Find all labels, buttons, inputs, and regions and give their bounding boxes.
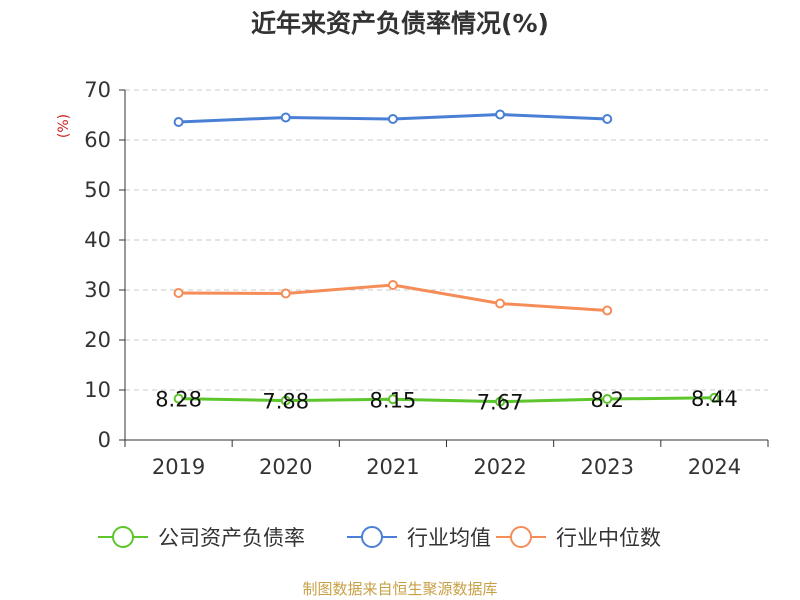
data-point	[709, 392, 720, 403]
data-point	[602, 394, 613, 404]
grid-lines	[125, 89, 768, 391]
data-label: 7.67	[477, 391, 524, 415]
data-point	[495, 396, 506, 407]
x-tick-label: 2019	[152, 455, 205, 479]
x-tick-label: 2022	[473, 455, 526, 479]
x-tick-label: 2024	[688, 455, 741, 479]
y-tick-label: 70	[84, 78, 111, 102]
legend-item[interactable]: 公司资产负债率	[98, 526, 305, 550]
data-point	[387, 280, 398, 290]
data-point	[495, 109, 506, 120]
legend: 公司资产负债率 行业均值 行业中位数	[98, 526, 661, 550]
x-tick-label: 2021	[366, 455, 419, 479]
series-lines	[173, 109, 720, 407]
y-tick-label: 0	[98, 428, 111, 452]
y-tick-label: 60	[84, 128, 111, 152]
data-point	[602, 305, 613, 316]
legend-marker	[510, 526, 532, 548]
data-point	[280, 288, 291, 299]
y-tick-label: 20	[84, 328, 111, 352]
legend-label: 行业均值	[407, 526, 491, 550]
data-source-note: 制图数据来自恒生聚源数据库	[302, 580, 498, 598]
legend-marker	[112, 526, 134, 548]
data-label: 8.15	[370, 388, 417, 412]
data-point	[387, 394, 398, 405]
data-point	[495, 298, 506, 309]
y-tick-label: 30	[84, 278, 111, 302]
data-label: 8.44	[691, 387, 738, 411]
chart-title: 近年来资产负债率情况(%)	[251, 9, 549, 38]
data-point	[173, 117, 184, 127]
data-point	[602, 114, 613, 124]
legend-item[interactable]: 行业中位数	[496, 526, 661, 550]
x-tick-label: 2020	[259, 455, 312, 479]
legend-marker	[361, 526, 383, 548]
x-tick-label: 2023	[581, 455, 634, 479]
data-point	[173, 288, 184, 298]
data-label: 8.2	[591, 388, 624, 412]
data-point	[280, 112, 291, 123]
y-tick-label: 50	[84, 178, 111, 202]
axes: 0 10 20 30 40 50 60 70 2019 2020 2021 2022 2023 2024	[84, 78, 769, 479]
data-point	[173, 393, 184, 404]
data-point	[387, 114, 398, 124]
data-point	[280, 395, 291, 406]
data-labels: 8.28 7.88 8.15 7.67 8.2 8.44	[155, 387, 738, 415]
series-line	[178, 396, 715, 404]
y-axis-unit: (%)	[56, 114, 72, 138]
legend-label: 行业中位数	[556, 526, 661, 550]
legend-item[interactable]: 行业均值	[347, 526, 491, 550]
data-label: 7.88	[262, 390, 309, 414]
y-tick-label: 40	[84, 228, 111, 252]
data-label: 8.28	[155, 388, 202, 412]
y-tick-label: 10	[84, 378, 111, 402]
legend-label: 公司资产负债率	[158, 526, 305, 550]
